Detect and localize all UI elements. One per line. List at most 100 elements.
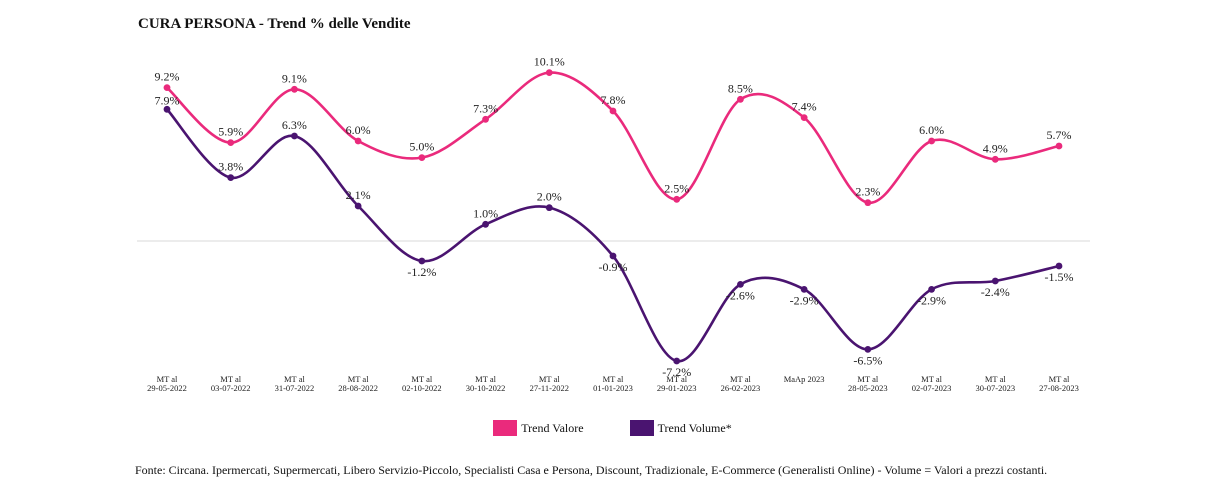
- data-point-volume: [1055, 262, 1063, 270]
- x-tick-label: 03-07-2022: [211, 383, 251, 393]
- source-footnote: Fonte: Circana. Ipermercati, Supermercat…: [135, 463, 1048, 477]
- data-label-valore: 7.3%: [473, 101, 498, 115]
- data-point-volume: [673, 357, 681, 365]
- legend-item-volume: Trend Volume*: [629, 420, 732, 436]
- x-tick-label: MT al: [475, 374, 496, 384]
- data-label-valore: 7.8%: [601, 93, 626, 107]
- data-point-valore: [1055, 142, 1063, 150]
- data-point-valore: [609, 107, 617, 115]
- x-tick-label: 28-05-2023: [848, 383, 888, 393]
- data-label-volume: 2.0%: [537, 190, 562, 204]
- data-label-volume: -1.2%: [407, 265, 436, 279]
- data-point-valore: [673, 195, 681, 203]
- legend-swatch-volume: [629, 420, 654, 436]
- series-line-volume: [166, 108, 1060, 363]
- data-label-valore: 10.1%: [534, 55, 565, 69]
- data-point-volume: [418, 257, 426, 265]
- data-label-valore: 9.2%: [155, 70, 180, 84]
- x-tick-label: MT al: [348, 374, 369, 384]
- data-label-volume: -2.6%: [726, 288, 755, 302]
- data-label-valore: 9.1%: [282, 71, 307, 85]
- x-tick-label: MT al: [411, 374, 432, 384]
- x-tick-label: 30-07-2023: [975, 383, 1015, 393]
- data-label-valore: 2.5%: [664, 181, 689, 195]
- legend-swatch-valore: [493, 420, 518, 436]
- legend: Trend Valore Trend Volume*: [0, 420, 1225, 436]
- x-tick-label: MT al: [603, 374, 624, 384]
- x-tick-label: 31-07-2022: [275, 383, 315, 393]
- data-point-volume: [163, 105, 171, 113]
- data-point-volume: [991, 277, 999, 285]
- data-label-volume: 1.0%: [473, 206, 498, 220]
- x-tick-label: MT al: [1049, 374, 1070, 384]
- x-tick-label: 26-02-2023: [721, 383, 761, 393]
- x-tick-label: MT al: [666, 374, 687, 384]
- data-point-valore: [227, 139, 235, 147]
- data-point-volume: [354, 202, 362, 210]
- legend-label-valore: Trend Valore: [521, 420, 584, 435]
- data-point-valore: [163, 84, 171, 92]
- x-tick-label: 30-10-2022: [466, 383, 506, 393]
- data-label-volume: 7.9%: [155, 93, 180, 107]
- x-tick-label: 01-01-2023: [593, 383, 633, 393]
- data-point-volume: [928, 285, 935, 293]
- data-label-valore: 8.5%: [728, 81, 753, 95]
- x-tick-label: 27-08-2023: [1039, 383, 1079, 393]
- x-tick-label: 27-11-2022: [530, 383, 569, 393]
- data-label-volume: -2.9%: [917, 293, 946, 307]
- data-label-valore: 5.7%: [1047, 128, 1072, 142]
- data-point-volume: [864, 345, 872, 353]
- line-chart: 9.2% 5.9% 9.1% 6.0% 5.0% 7.3% 10.1% 7.8% 2.5% 8.5…: [137, 55, 1090, 393]
- data-point-volume: [737, 280, 744, 288]
- data-label-volume: 6.3%: [282, 118, 307, 132]
- x-tick-label: MT al: [921, 374, 942, 384]
- legend-label-volume: Trend Volume*: [657, 420, 732, 435]
- x-tick-label: MT al: [220, 374, 241, 384]
- data-label-volume: 2.1%: [346, 188, 371, 202]
- data-label-volume: -7.2%: [662, 365, 691, 379]
- x-tick-label: MT al: [539, 374, 560, 384]
- x-tick-label: 02-10-2022: [402, 383, 442, 393]
- data-point-volume: [800, 285, 808, 293]
- data-label-valore: 4.9%: [983, 141, 1008, 155]
- data-label-valore: 5.0%: [409, 140, 434, 154]
- data-label-volume: -6.5%: [853, 353, 882, 367]
- data-label-volume: -2.4%: [981, 285, 1010, 299]
- x-tick-label: 02-07-2023: [912, 383, 952, 393]
- x-tick-label: MT al: [985, 374, 1006, 384]
- x-tick-label: 29-01-2023: [657, 383, 697, 393]
- data-label-volume: -0.9%: [599, 260, 628, 274]
- data-point-valore: [418, 154, 426, 162]
- data-point-volume: [609, 252, 617, 260]
- series-line-valore: [166, 71, 1060, 204]
- data-point-volume: [482, 220, 489, 228]
- x-tick-label: MT al: [284, 374, 305, 384]
- data-label-valore: 6.0%: [346, 123, 371, 137]
- data-point-valore: [800, 114, 808, 122]
- x-tick-label: MT al: [157, 374, 178, 384]
- data-label-valore: 7.4%: [792, 100, 817, 114]
- data-point-valore: [864, 199, 872, 207]
- data-point-volume: [227, 174, 235, 182]
- legend-item-valore: Trend Valore: [493, 420, 584, 436]
- data-point-valore: [991, 155, 999, 163]
- data-point-volume: [291, 132, 298, 140]
- x-tick-label: MT al: [730, 374, 751, 384]
- data-label-volume: -2.9%: [790, 293, 819, 307]
- x-tick-label: MaAp 2023: [784, 374, 825, 384]
- data-label-valore: 6.0%: [919, 123, 944, 137]
- x-tick-label: 28-08-2022: [338, 383, 378, 393]
- x-tick-label: MT al: [857, 374, 878, 384]
- x-tick-label: 29-05-2022: [147, 383, 187, 393]
- data-label-valore: 5.9%: [218, 125, 243, 139]
- data-point-volume: [545, 204, 553, 212]
- data-point-valore: [928, 137, 935, 145]
- data-label-valore: 2.3%: [855, 185, 880, 199]
- data-label-volume: 3.8%: [218, 160, 243, 174]
- data-point-valore: [482, 115, 489, 123]
- data-point-valore: [291, 85, 298, 93]
- chart-title: CURA PERSONA - Trend % delle Vendite: [138, 16, 411, 32]
- data-point-valore: [354, 137, 362, 145]
- data-point-valore: [545, 69, 553, 77]
- data-label-volume: -1.5%: [1045, 270, 1074, 284]
